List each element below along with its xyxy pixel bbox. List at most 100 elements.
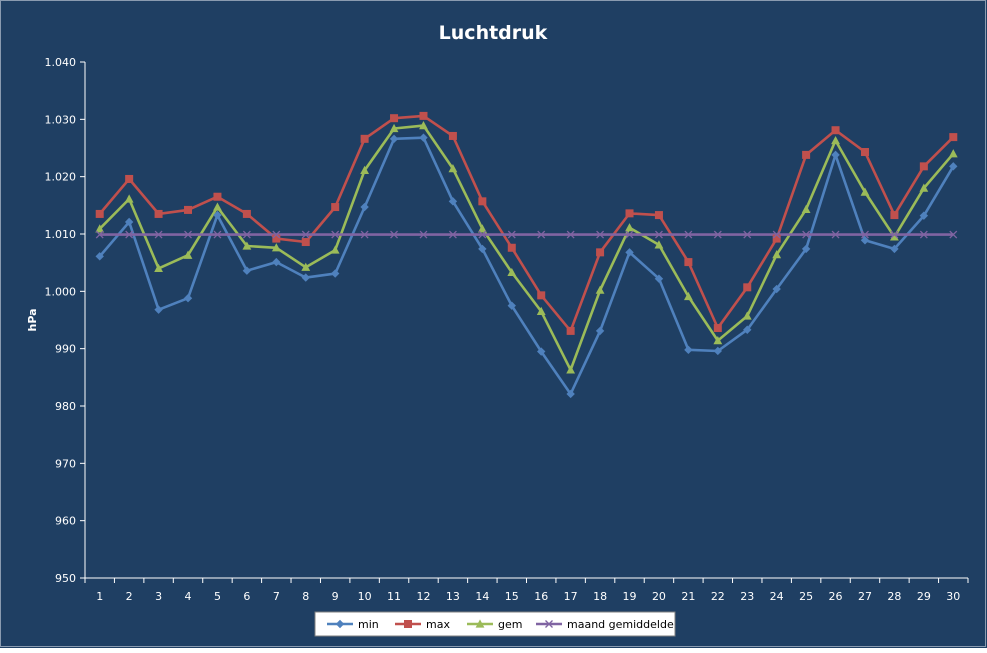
x-tick-label: 28 — [887, 590, 901, 603]
data-point-maand-gemiddelde — [890, 230, 899, 239]
legend-marker-gem — [475, 619, 485, 628]
series-line-gem — [98, 124, 955, 372]
data-point-maand-gemiddelde — [566, 230, 575, 239]
data-point-max — [272, 234, 281, 243]
data-point-maand-gemiddelde — [154, 230, 163, 239]
legend-box — [314, 611, 676, 637]
legend-marker-min — [335, 619, 345, 629]
data-point-min — [890, 244, 899, 254]
x-tick-label: 24 — [770, 590, 784, 603]
data-point-gem — [242, 241, 252, 250]
y-tick-label: 950 — [55, 572, 76, 585]
data-point-max — [684, 258, 693, 267]
x-tick-label: 25 — [799, 590, 813, 603]
data-point-min — [330, 269, 340, 278]
x-tick-label: 5 — [214, 590, 221, 603]
x-tick-label: 6 — [243, 590, 250, 603]
data-point-maand-gemiddelde — [949, 230, 958, 239]
data-point-max — [301, 238, 310, 247]
data-point-gem — [301, 262, 311, 271]
data-point-maand-gemiddelde — [713, 230, 722, 239]
data-point-maand-gemiddelde — [95, 230, 104, 239]
data-point-maand-gemiddelde — [419, 230, 428, 239]
data-point-min — [183, 294, 193, 303]
y-tick-label: 1.040 — [45, 56, 77, 69]
y-tick-label: 1.000 — [45, 285, 77, 298]
x-axis-ticks: 1 2 3 4 5 6 7 8 9 10 11 12 13 14 15 16 17 18 19 20 21 22 23 24 2… — [84, 578, 969, 603]
data-point-gem — [448, 164, 458, 173]
data-point-min — [419, 133, 428, 142]
data-point-gem — [124, 194, 134, 203]
data-point-max — [654, 211, 663, 220]
data-point-min — [272, 257, 281, 267]
data-point-maand-gemiddelde — [537, 230, 546, 239]
legend-label-max: max — [426, 618, 450, 631]
x-tick-label: 11 — [387, 590, 401, 603]
x-tick-label: 17 — [564, 590, 578, 603]
data-point-maand-gemiddelde — [213, 230, 222, 239]
y-tick-label: 970 — [55, 457, 76, 470]
data-point-gem — [625, 223, 634, 232]
series-line-min — [98, 136, 955, 396]
data-point-gem — [271, 243, 281, 252]
data-point-max — [95, 209, 104, 218]
data-point-min — [654, 274, 664, 283]
data-point-min — [154, 305, 163, 314]
data-point-maand-gemiddelde — [831, 230, 840, 239]
series-lines — [98, 114, 955, 396]
data-point-gem — [772, 250, 782, 259]
data-point-min — [95, 252, 104, 261]
data-point-min — [213, 210, 222, 220]
data-point-max — [566, 326, 575, 335]
data-point-maand-gemiddelde — [478, 230, 487, 239]
legend-marker-max — [404, 620, 412, 628]
data-point-min — [801, 244, 811, 254]
data-point-gem — [154, 263, 163, 272]
data-point-max — [949, 133, 958, 142]
legend-label-min: min — [358, 618, 379, 631]
data-point-maand-gemiddelde — [390, 230, 399, 239]
x-tick-label: 13 — [446, 590, 460, 603]
data-point-maand-gemiddelde — [654, 230, 663, 239]
data-point-maand-gemiddelde — [596, 230, 605, 239]
data-point-max — [625, 209, 634, 218]
x-tick-label: 16 — [534, 590, 548, 603]
data-point-maand-gemiddelde — [125, 230, 134, 239]
data-point-gem — [890, 232, 899, 241]
y-axis-label: hPa — [26, 308, 39, 331]
x-tick-label: 7 — [273, 590, 280, 603]
legend-marker-maand-gemiddelde — [545, 620, 553, 628]
data-point-min — [595, 326, 605, 336]
data-point-min — [507, 301, 516, 310]
data-point-min — [831, 150, 840, 160]
data-point-gem — [419, 121, 428, 130]
x-tick-label: 23 — [740, 590, 754, 603]
data-point-gem — [566, 365, 576, 374]
data-point-max — [743, 283, 752, 292]
data-point-maand-gemiddelde — [802, 230, 811, 239]
y-axis-ticks: 950 960 970 980 990 1.000 1.010 1.020 1.030 1.040 — [45, 56, 85, 585]
data-point-min — [566, 389, 575, 399]
x-tick-label: 18 — [593, 590, 607, 603]
data-point-gem — [860, 187, 870, 196]
x-tick-label: 15 — [505, 590, 519, 603]
legend: min max gem maand gemiddelde — [314, 611, 676, 637]
data-point-min — [919, 211, 929, 220]
y-tick-label: 980 — [55, 400, 76, 413]
x-tick-label: 2 — [126, 590, 133, 603]
data-point-max — [919, 162, 928, 171]
data-point-max — [890, 211, 899, 220]
data-point-max — [390, 114, 399, 123]
data-point-gem — [477, 224, 487, 233]
data-point-max — [331, 203, 340, 212]
data-point-max — [154, 209, 163, 218]
data-point-max — [419, 111, 428, 120]
legend-label-gem: gem — [498, 618, 522, 631]
data-point-maand-gemiddelde — [448, 230, 457, 239]
series-line-max — [98, 114, 955, 333]
data-point-max — [242, 209, 251, 218]
data-point-min — [301, 273, 310, 282]
data-point-min — [478, 244, 487, 254]
